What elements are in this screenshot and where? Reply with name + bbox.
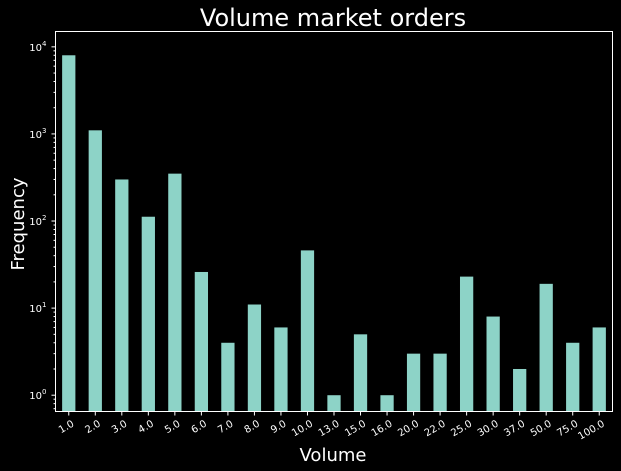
chart-title: Volume market orders <box>200 4 466 32</box>
bar-50.0 <box>540 284 553 412</box>
y-axis-label: Frequency <box>8 177 29 270</box>
bar-100.0 <box>593 327 606 411</box>
bar-13.0 <box>327 395 340 411</box>
bar-2.0 <box>89 130 102 411</box>
bar-6.0 <box>195 272 208 412</box>
bar-30.0 <box>487 317 500 412</box>
bar-9.0 <box>274 327 287 411</box>
bar-4.0 <box>142 217 155 412</box>
bar-16.0 <box>380 395 393 411</box>
bar-75.0 <box>566 343 579 412</box>
bar-8.0 <box>248 305 261 412</box>
bar-15.0 <box>354 334 367 411</box>
bar-1.0 <box>62 55 75 411</box>
bar-20.0 <box>407 354 420 412</box>
bar-25.0 <box>460 277 473 412</box>
bar-7.0 <box>221 343 234 412</box>
bar-10.0 <box>301 250 314 411</box>
bar-22.0 <box>433 354 446 412</box>
x-axis-label: Volume <box>300 445 367 466</box>
bar-37.0 <box>513 369 526 412</box>
bar-3.0 <box>115 179 128 411</box>
bar-5.0 <box>168 174 181 412</box>
